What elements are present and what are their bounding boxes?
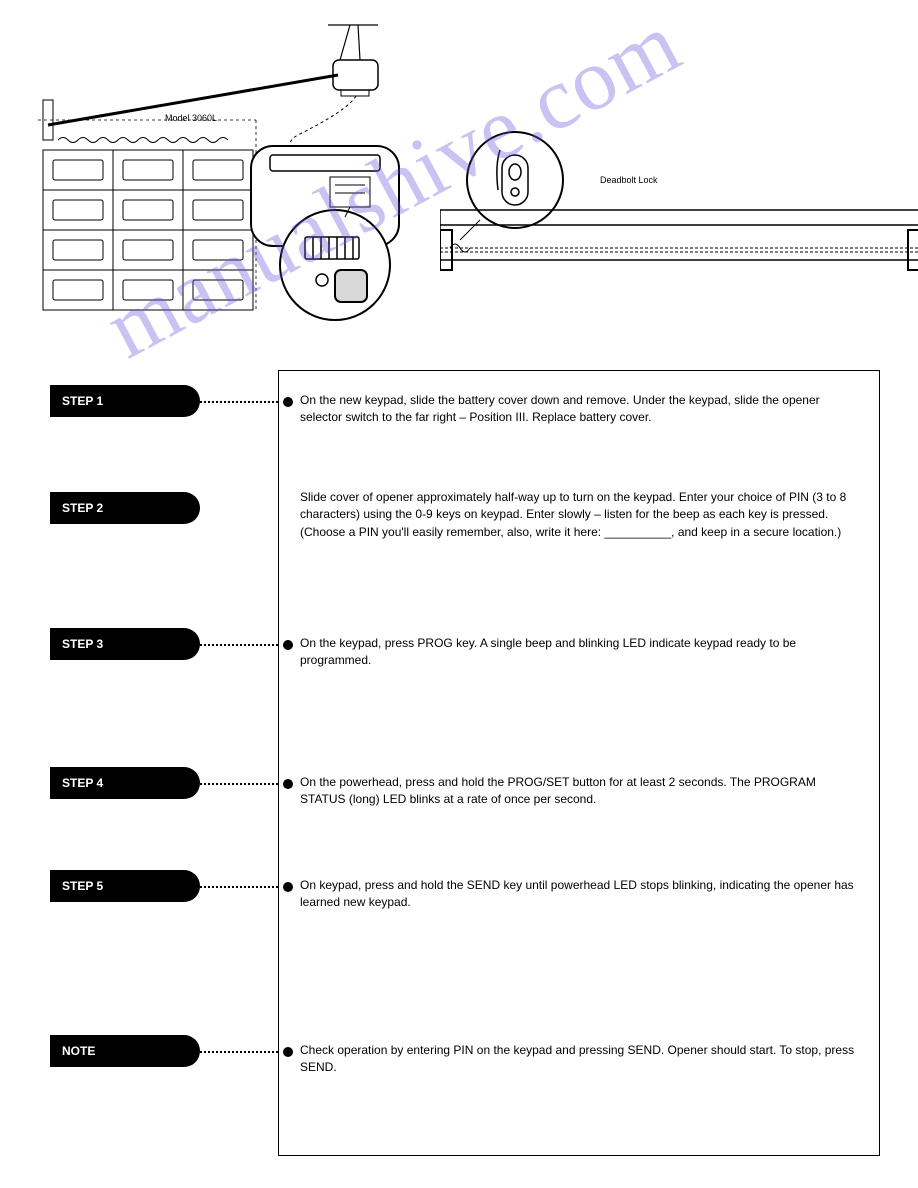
bullet-note bbox=[283, 1047, 293, 1057]
bullet-step-4 bbox=[283, 779, 293, 789]
tab-step-2: STEP 2 bbox=[50, 492, 200, 524]
deadbolt-detail-callout bbox=[440, 130, 918, 310]
motor-detail-callout bbox=[250, 145, 400, 325]
text-step-3: On the keypad, press PROG key. A single … bbox=[300, 635, 860, 670]
bullet-step-3 bbox=[283, 640, 293, 650]
deadbolt-lock-label: Deadbolt Lock bbox=[600, 175, 658, 185]
text-note: Check operation by entering PIN on the k… bbox=[300, 1042, 860, 1077]
bullet-step-1 bbox=[283, 397, 293, 407]
tab-step-5: STEP 5 bbox=[50, 870, 200, 902]
dots-step-4 bbox=[200, 783, 278, 785]
dots-note bbox=[200, 1051, 278, 1053]
dots-step-5 bbox=[200, 886, 278, 888]
tab-step-1: STEP 1 bbox=[50, 385, 200, 417]
diagram-area: Model 3060L bbox=[0, 0, 918, 340]
tab-step-3: STEP 3 bbox=[50, 628, 200, 660]
flow-border-box bbox=[278, 370, 880, 1156]
dots-step-1 bbox=[200, 401, 278, 403]
text-step-1: On the new keypad, slide the battery cov… bbox=[300, 392, 860, 427]
text-step-5: On keypad, press and hold the SEND key u… bbox=[300, 877, 860, 912]
tab-note: NOTE bbox=[50, 1035, 200, 1067]
text-step-2: Slide cover of opener approximately half… bbox=[300, 489, 860, 541]
text-step-4: On the powerhead, press and hold the PRO… bbox=[300, 774, 860, 809]
dots-step-3 bbox=[200, 644, 278, 646]
tab-step-4: STEP 4 bbox=[50, 767, 200, 799]
steps-flow: STEP 1 On the new keypad, slide the batt… bbox=[0, 370, 918, 1170]
model-3060l-label: Model 3060L bbox=[165, 113, 217, 123]
bullet-step-5 bbox=[283, 882, 293, 892]
